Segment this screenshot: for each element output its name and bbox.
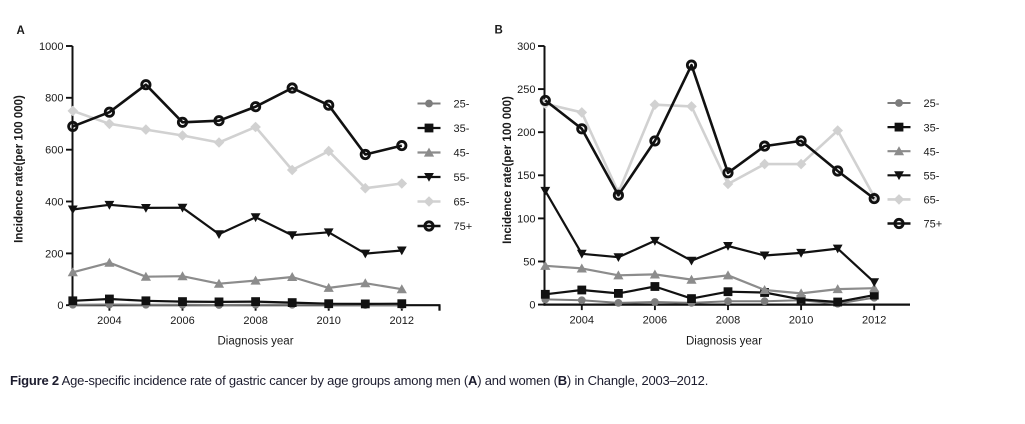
svg-text:65-: 65- xyxy=(924,195,940,207)
svg-text:2004: 2004 xyxy=(97,315,121,327)
svg-text:25-: 25- xyxy=(924,98,940,110)
svg-text:45-: 45- xyxy=(454,148,470,160)
svg-text:Diagnosis year: Diagnosis year xyxy=(217,336,293,348)
svg-text:250: 250 xyxy=(517,84,535,96)
svg-text:75+: 75+ xyxy=(924,219,943,231)
svg-text:50: 50 xyxy=(523,256,535,268)
svg-text:200: 200 xyxy=(517,127,535,139)
svg-text:100: 100 xyxy=(517,213,535,225)
svg-text:150: 150 xyxy=(517,170,535,182)
svg-text:A: A xyxy=(17,25,25,37)
svg-text:2008: 2008 xyxy=(243,315,267,327)
svg-text:45-: 45- xyxy=(924,146,940,158)
svg-text:400: 400 xyxy=(45,196,63,208)
svg-text:300: 300 xyxy=(517,41,535,53)
svg-text:200: 200 xyxy=(45,248,63,260)
svg-text:Incidence rate(per 100 000): Incidence rate(per 100 000) xyxy=(502,96,514,244)
svg-text:55-: 55- xyxy=(454,172,470,184)
svg-text:Incidence rate(per 100 000): Incidence rate(per 100 000) xyxy=(14,95,26,243)
svg-text:75+: 75+ xyxy=(454,221,473,233)
svg-text:65-: 65- xyxy=(454,197,470,209)
svg-text:2008: 2008 xyxy=(716,315,740,327)
svg-text:2010: 2010 xyxy=(789,315,813,327)
svg-text:0: 0 xyxy=(57,300,63,312)
svg-text:2006: 2006 xyxy=(643,315,667,327)
svg-text:35-: 35- xyxy=(454,123,470,135)
svg-text:2012: 2012 xyxy=(390,315,414,327)
svg-text:2012: 2012 xyxy=(862,315,886,327)
svg-text:35-: 35- xyxy=(924,122,940,134)
svg-text:800: 800 xyxy=(45,93,63,105)
svg-text:0: 0 xyxy=(529,300,535,312)
svg-text:Diagnosis year: Diagnosis year xyxy=(686,336,762,348)
svg-text:2010: 2010 xyxy=(316,315,340,327)
svg-text:2006: 2006 xyxy=(170,315,194,327)
svg-text:2004: 2004 xyxy=(570,315,594,327)
svg-text:600: 600 xyxy=(45,145,63,157)
svg-text:1000: 1000 xyxy=(39,41,63,53)
svg-text:B: B xyxy=(495,25,503,37)
svg-text:55-: 55- xyxy=(924,171,940,183)
svg-text:25-: 25- xyxy=(454,99,470,111)
